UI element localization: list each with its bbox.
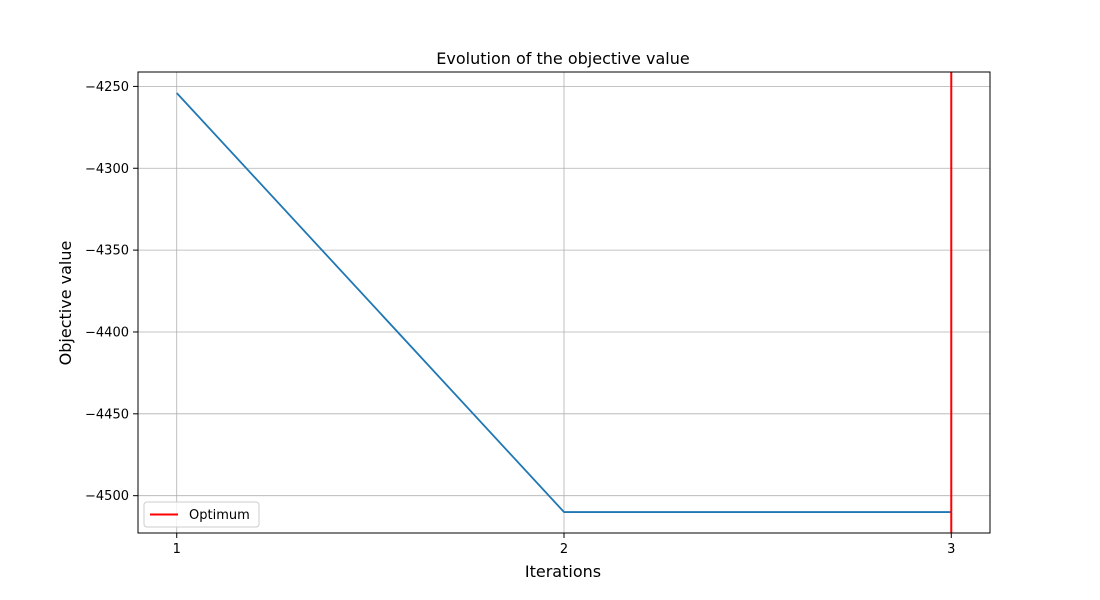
x-tick-label: 3 [947,542,955,557]
y-axis-label: Objective value [56,241,75,366]
legend: Optimum [143,501,260,528]
legend-optimum-label: Optimum [189,508,250,523]
y-tick-label: −4450 [85,407,129,422]
y-tick-label: −4350 [85,244,129,259]
chart-title: Evolution of the objective value [436,49,689,68]
y-tick-label: −4500 [85,489,129,504]
x-tick-label: 2 [560,542,568,557]
x-axis-label: Iterations [525,562,601,581]
y-tick-label: −4300 [85,162,129,177]
objective-value-line [176,92,952,513]
plot-data [176,72,953,533]
grid-lines [138,72,990,533]
legend-box [143,501,260,528]
y-tick-label: −4250 [85,80,129,95]
y-tick-label: −4400 [85,325,129,340]
axis-ticks: 1 2 3 −4250 −4300 −4350 −4400 −4450 −4500 [85,80,955,557]
x-tick-label: 1 [173,542,181,557]
